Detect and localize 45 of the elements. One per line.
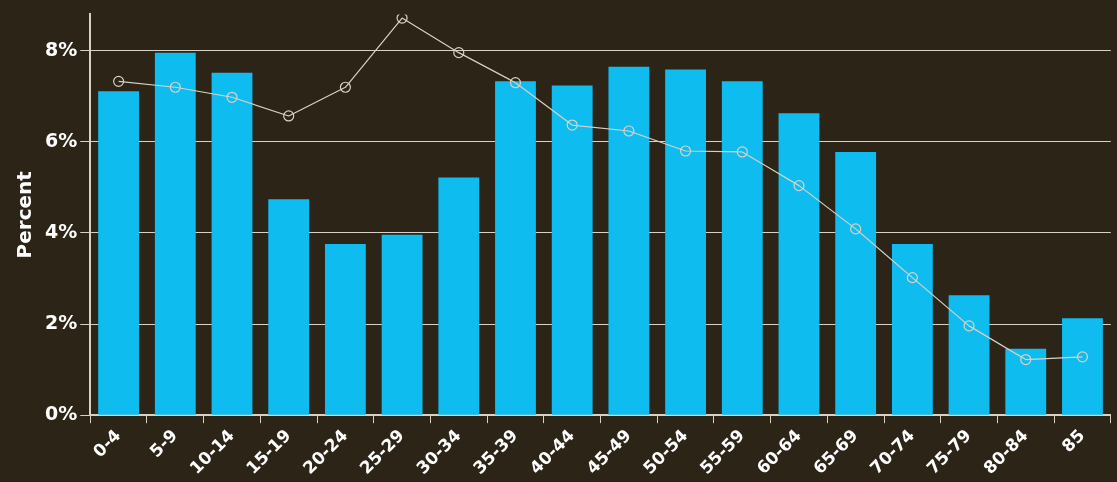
- point: [963, 320, 975, 332]
- y-tick-label: 4%: [44, 219, 78, 242]
- bar: [721, 81, 763, 415]
- point: [339, 81, 351, 93]
- y-axis-title: Percent: [12, 170, 37, 259]
- bar: [778, 113, 820, 415]
- bar: [438, 177, 480, 415]
- bar: [495, 81, 536, 415]
- bar: [1062, 318, 1103, 415]
- point: [566, 119, 578, 131]
- bar: [98, 91, 140, 415]
- bar: [268, 199, 310, 415]
- bar: [835, 151, 877, 415]
- x-tick-label: 0-4: [88, 425, 125, 462]
- bar: [324, 243, 366, 415]
- point: [906, 272, 918, 284]
- point: [169, 81, 181, 93]
- point: [509, 77, 522, 89]
- bar: [891, 243, 933, 415]
- y-tick-label: 6%: [44, 128, 78, 151]
- bar: [948, 295, 990, 415]
- bar: [154, 52, 196, 415]
- bar: [381, 234, 423, 415]
- x-tick-label: 5-9: [145, 425, 182, 462]
- bar: [1005, 348, 1047, 415]
- y-tick-label: 0%: [44, 402, 78, 425]
- point: [453, 47, 465, 59]
- bar: [665, 69, 706, 415]
- point: [1020, 353, 1032, 366]
- point: [113, 75, 125, 87]
- point: [1076, 351, 1089, 363]
- y-tick-label: 8%: [44, 37, 78, 60]
- point: [623, 125, 635, 137]
- bar: [211, 72, 253, 415]
- point: [396, 14, 408, 24]
- point: [736, 146, 748, 158]
- y-tick-label: 2%: [44, 310, 78, 333]
- point: [850, 223, 862, 235]
- point: [793, 180, 805, 192]
- point: [679, 145, 692, 157]
- bar: [608, 66, 650, 415]
- point: [283, 110, 295, 122]
- bar: [551, 85, 593, 415]
- point: [226, 91, 238, 103]
- x-tick-label: 85: [1057, 425, 1089, 457]
